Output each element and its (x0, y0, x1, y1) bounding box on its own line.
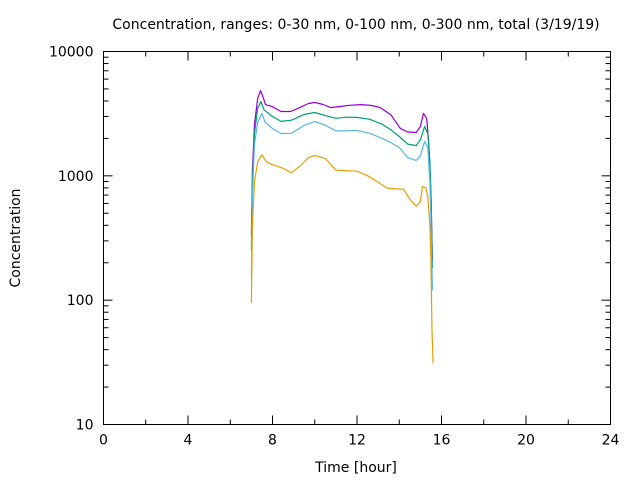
y-tick-label: 1000 (58, 169, 94, 185)
series-line-0-300-nm (250, 100, 433, 269)
y-tick-label: 10000 (49, 45, 94, 61)
x-tick-label: 0 (99, 433, 108, 449)
series-line-total (250, 90, 433, 261)
y-tick-label: 100 (67, 293, 94, 309)
axis-ticks: 0 4 8 12 16 20 24 10 100 1000 10000 (49, 45, 620, 449)
series-line-0-30-nm (250, 154, 434, 364)
x-tick-label: 8 (268, 433, 277, 449)
y-axis-label: Concentration (8, 188, 24, 287)
series-line-0-100-nm (250, 112, 433, 291)
series-group (250, 90, 434, 364)
x-axis-label: Time [hour] (314, 460, 397, 476)
plot-border (103, 51, 611, 425)
x-tick-label: 24 (602, 433, 620, 449)
y-tick-label: 10 (76, 418, 94, 434)
x-tick-label: 20 (517, 433, 535, 449)
x-tick-label: 16 (433, 433, 451, 449)
chart-title: Concentration, ranges: 0-30 nm, 0-100 nm… (112, 17, 599, 33)
x-tick-label: 12 (348, 433, 366, 449)
x-tick-label: 4 (184, 433, 193, 449)
